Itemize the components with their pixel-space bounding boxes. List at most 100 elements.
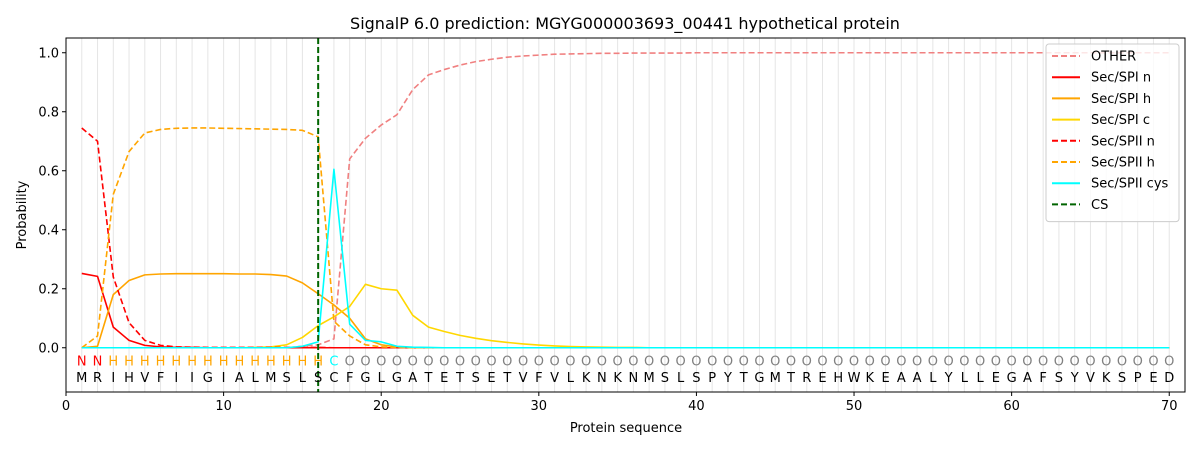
annotation-letter: O (376, 355, 386, 370)
x-tick-label: 10 (215, 399, 232, 414)
legend-label: Sec/SPI c (1091, 113, 1150, 128)
legend: OTHER Sec/SPI n Sec/SPI h Sec/SPI c Sec/SPII… (1045, 43, 1180, 223)
sequence-letter: T (786, 371, 795, 386)
sequence-letter: G (360, 371, 370, 386)
sequence-letters: NMNRHIHHHVHFHIHIHGHIHAHLHMHSHLHSCCOFOGOL… (76, 355, 1174, 386)
annotation-letter: O (408, 355, 418, 370)
sequence-letter: V (519, 371, 528, 386)
annotation-letter: H (234, 355, 244, 370)
sequence-letter: S (692, 371, 700, 386)
sequence-letter: E (440, 371, 448, 386)
legend-label: Sec/SPI h (1091, 92, 1151, 107)
annotation-letter: O (1164, 355, 1174, 370)
annotation-letter: O (1133, 355, 1143, 370)
sequence-letter: K (613, 371, 622, 386)
sequence-letter: T (502, 371, 511, 386)
sequence-letter: S (1055, 371, 1063, 386)
sequence-letter: S (661, 371, 669, 386)
x-tick-label: 70 (1161, 399, 1178, 414)
annotation-letter: O (849, 355, 859, 370)
sequence-letter: K (1102, 371, 1111, 386)
chart-title: SignalP 6.0 prediction: MGYG000003693_00… (350, 14, 900, 34)
annotation-letter: H (203, 355, 213, 370)
annotation-letter: H (250, 355, 260, 370)
series-line-sec-spii-cys (81, 168, 1170, 349)
x-tick-label: 60 (1003, 399, 1020, 414)
sequence-letter: I (222, 371, 226, 386)
sequence-letter: C (329, 371, 338, 386)
annotation-letter: O (865, 355, 875, 370)
annotation-letter: O (817, 355, 827, 370)
annotation-letter: O (1007, 355, 1017, 370)
sequence-letter: F (157, 371, 164, 386)
annotation-letter: N (93, 355, 103, 370)
sequence-letter: Y (723, 371, 732, 386)
x-tick-label: 50 (846, 399, 863, 414)
annotation-letter: O (975, 355, 985, 370)
sequence-letter: V (140, 371, 149, 386)
sequence-letter: L (252, 371, 260, 386)
y-tick-label: 0.6 (38, 164, 59, 179)
sequence-letter: L (378, 371, 386, 386)
sequence-letter: P (708, 371, 716, 386)
annotation-letter: O (991, 355, 1001, 370)
sequence-letter: V (1086, 371, 1095, 386)
annotation-letter: O (1070, 355, 1080, 370)
sequence-letter: M (76, 371, 87, 386)
sequence-letter: E (487, 371, 495, 386)
sequence-letter: H (124, 371, 134, 386)
annotation-letter: O (928, 355, 938, 370)
annotation-letter: O (581, 355, 591, 370)
annotation-letter: O (534, 355, 544, 370)
annotation-letter: O (880, 355, 890, 370)
annotation-letter: O (707, 355, 717, 370)
y-tick-label: 1.0 (38, 46, 59, 61)
sequence-letter: I (111, 371, 115, 386)
sequence-letter: R (93, 371, 102, 386)
annotation-letter: O (959, 355, 969, 370)
sequence-letter: A (913, 371, 922, 386)
sequence-letter: A (897, 371, 906, 386)
annotation-letter: O (802, 355, 812, 370)
annotation-letter: O (1022, 355, 1032, 370)
sequence-letter: F (535, 371, 542, 386)
sequence-letter: T (455, 371, 464, 386)
legend-label: Sec/SPII n (1091, 134, 1155, 149)
annotation-letter: O (392, 355, 402, 370)
annotation-letter: H (298, 355, 308, 370)
sequence-letter: L (299, 371, 307, 386)
sequence-letter: E (818, 371, 826, 386)
annotation-letter: O (770, 355, 780, 370)
y-tick-label: 0.4 (38, 223, 59, 238)
y-tick-label: 0.0 (38, 341, 59, 356)
annotation-letter: O (1101, 355, 1111, 370)
sequence-letter: A (235, 371, 244, 386)
annotation-letter: O (565, 355, 575, 370)
annotation-letter: O (502, 355, 512, 370)
sequence-letter: I (190, 371, 194, 386)
annotation-letter: H (124, 355, 134, 370)
sequence-letter: G (392, 371, 402, 386)
annotation-letter: O (1085, 355, 1095, 370)
annotation-letter: O (1054, 355, 1064, 370)
annotation-letter: H (282, 355, 292, 370)
sequence-letter: E (992, 371, 1000, 386)
annotation-letter: O (912, 355, 922, 370)
plot-area (81, 38, 1170, 392)
plot-frame (65, 37, 1186, 393)
annotation-letter: O (360, 355, 370, 370)
legend-box (1045, 43, 1180, 223)
annotation-letter: O (628, 355, 638, 370)
sequence-letter: Y (1070, 371, 1079, 386)
sequence-letter: R (802, 371, 811, 386)
sequence-letter: G (1007, 371, 1017, 386)
sequence-letter: N (597, 371, 607, 386)
y-axis: 0.0 0.2 0.4 0.6 0.8 1.0 (38, 46, 66, 356)
x-tick-label: 40 (688, 399, 705, 414)
sequence-letter: A (1023, 371, 1032, 386)
sequence-letter: F (1039, 371, 1046, 386)
legend-label: CS (1091, 198, 1108, 213)
annotation-letter: H (313, 355, 323, 370)
annotation-letter: O (1038, 355, 1048, 370)
